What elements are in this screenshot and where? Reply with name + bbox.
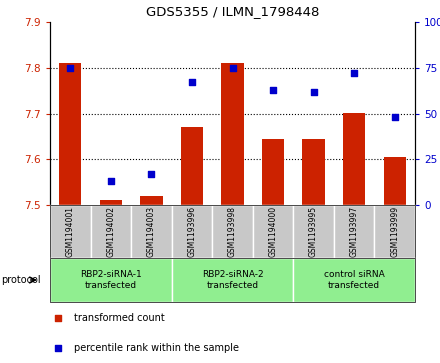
Text: GSM1193996: GSM1193996: [187, 206, 196, 257]
Point: [351, 70, 358, 76]
Point: [107, 178, 114, 184]
Text: GSM1193995: GSM1193995: [309, 206, 318, 257]
Bar: [100, 200, 122, 205]
Point: [55, 345, 62, 351]
Text: RBP2-siRNA-1
transfected: RBP2-siRNA-1 transfected: [80, 270, 142, 290]
Text: RBP2-siRNA-2
transfected: RBP2-siRNA-2 transfected: [202, 270, 263, 290]
Bar: [212, 205, 253, 258]
Text: GSM1193998: GSM1193998: [228, 206, 237, 257]
Bar: [293, 258, 415, 302]
Text: GSM1194002: GSM1194002: [106, 206, 115, 257]
Bar: [253, 205, 293, 258]
Bar: [91, 205, 131, 258]
Bar: [334, 205, 374, 258]
Point: [55, 315, 62, 321]
Bar: [172, 205, 212, 258]
Bar: [384, 157, 406, 205]
Text: percentile rank within the sample: percentile rank within the sample: [74, 343, 239, 353]
Point: [229, 65, 236, 71]
Point: [148, 171, 155, 177]
Bar: [59, 63, 81, 205]
Bar: [374, 205, 415, 258]
Text: transformed count: transformed count: [74, 313, 165, 323]
Point: [67, 65, 74, 71]
Point: [391, 114, 398, 120]
Bar: [262, 139, 284, 205]
Bar: [343, 114, 365, 205]
Text: GSM1193999: GSM1193999: [390, 206, 399, 257]
Point: [310, 89, 317, 94]
Text: protocol: protocol: [2, 275, 41, 285]
Bar: [181, 127, 203, 205]
Text: GSM1194000: GSM1194000: [268, 206, 278, 257]
Bar: [50, 258, 172, 302]
Bar: [140, 196, 162, 205]
Bar: [221, 63, 244, 205]
Text: control siRNA
transfected: control siRNA transfected: [324, 270, 385, 290]
Bar: [302, 139, 325, 205]
Point: [270, 87, 277, 93]
Bar: [50, 205, 91, 258]
Bar: [131, 205, 172, 258]
Text: GSM1193997: GSM1193997: [350, 206, 359, 257]
Title: GDS5355 / ILMN_1798448: GDS5355 / ILMN_1798448: [146, 5, 319, 18]
Bar: [293, 205, 334, 258]
Point: [188, 79, 195, 85]
Text: GSM1194003: GSM1194003: [147, 206, 156, 257]
Bar: [172, 258, 293, 302]
Text: GSM1194001: GSM1194001: [66, 206, 75, 257]
